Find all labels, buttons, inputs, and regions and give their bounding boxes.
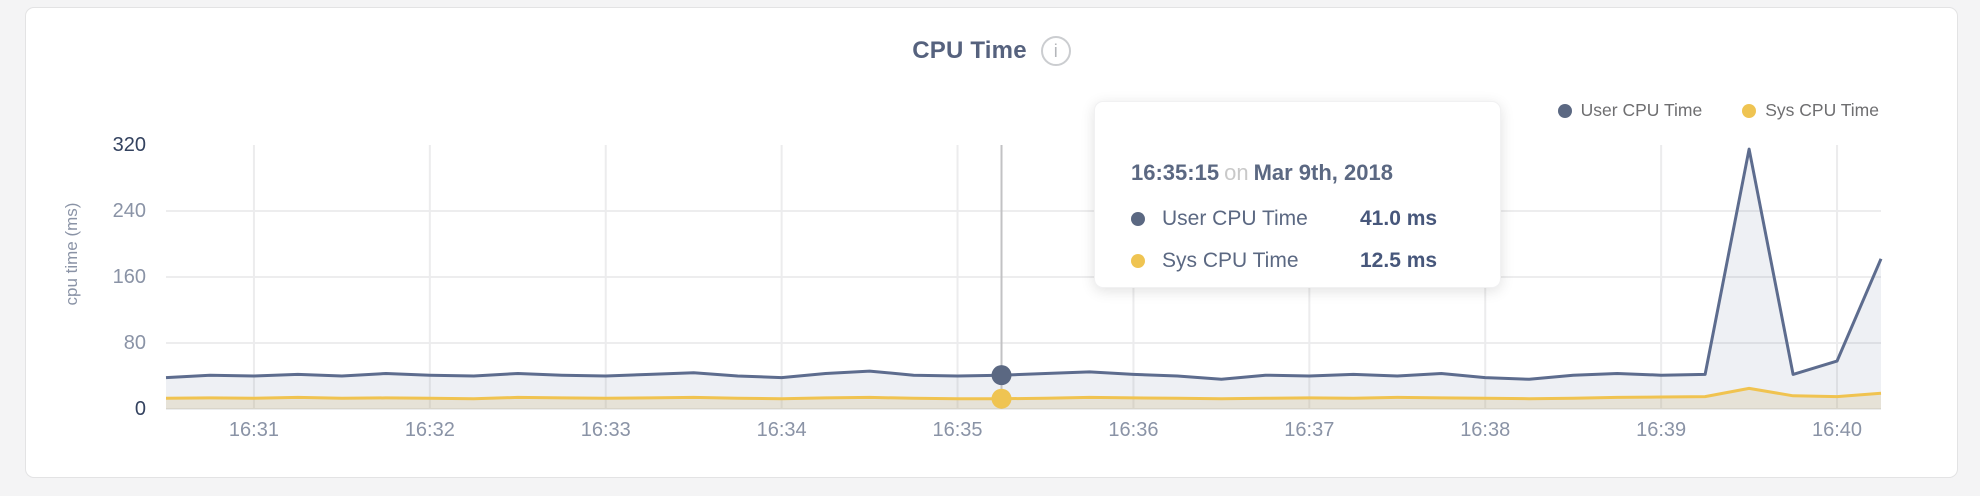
tooltip-header: 16:35:15 on Mar 9th, 2018 [1131,158,1500,188]
tooltip-date: Mar 9th, 2018 [1253,160,1393,185]
chart-tooltip: 16:35:15 on Mar 9th, 2018 User CPU Time 41… [1094,101,1501,288]
tooltip-value-sys: 12.5 ms [1360,249,1438,272]
y-tick-320: 320 [112,134,146,156]
legend-dot-user-icon [1557,103,1572,118]
x-tick-label: 16:31 [229,419,279,441]
legend-label-user: User CPU Time [1580,100,1703,120]
tooltip-row-user: User CPU Time 41.0 ms [1131,198,1500,240]
legend: User CPU Time Sys CPU Time [1557,100,1879,121]
tooltip-row-sys: Sys CPU Time 12.5 ms [1131,240,1500,282]
legend-item-user-cpu-time[interactable]: User CPU Time [1557,100,1703,121]
user-cpu-area [166,149,1881,409]
tooltip-conjunction: on [1224,160,1249,185]
sys-cpu-line [165,386,1882,401]
x-tick-label: 16:38 [1460,419,1510,441]
y-tick-160: 160 [112,266,146,288]
tooltip-label-sys: Sys CPU Time [1162,249,1299,272]
hover-marker-sys [991,388,1012,409]
x-tick-label: 16:40 [1812,419,1862,441]
y-tick-80: 80 [123,332,146,354]
user-cpu-line [165,147,1883,381]
x-tick-label: 16:34 [757,419,807,441]
x-tick-label: 16:37 [1284,419,1334,441]
x-tick-label: 16:32 [405,419,455,441]
chart-plot-area[interactable]: 16:31 16:32 16:33 16:34 16:35 16:36 16:37 16:38… [26,8,1959,479]
tooltip-time: 16:35:15 [1131,160,1220,185]
x-tick-label: 16:33 [581,419,631,441]
x-tick-label: 16:39 [1636,419,1686,441]
cpu-time-chart-card: CPU Time i User CPU Time Sys CPU Time cp… [25,7,1958,478]
chart-header: CPU Time i [26,36,1957,66]
tooltip-value-user: 41.0 ms [1360,207,1438,230]
x-tick-label: 16:35 [933,419,983,441]
legend-dot-sys-icon [1742,103,1757,118]
y-tick-240: 240 [112,200,146,222]
chart-title: CPU Time [912,37,1027,64]
tooltip-dot-sys-icon [1131,254,1145,268]
legend-label-sys: Sys CPU Time [1765,100,1879,120]
tooltip-dot-user-icon [1131,212,1145,226]
y-tick-0: 0 [134,398,146,420]
x-tick-label: 16:36 [1108,419,1158,441]
hover-marker-user [991,365,1012,386]
legend-item-sys-cpu-time[interactable]: Sys CPU Time [1742,100,1879,121]
tooltip-label-user: User CPU Time [1162,207,1308,230]
info-icon[interactable]: i [1040,36,1071,66]
